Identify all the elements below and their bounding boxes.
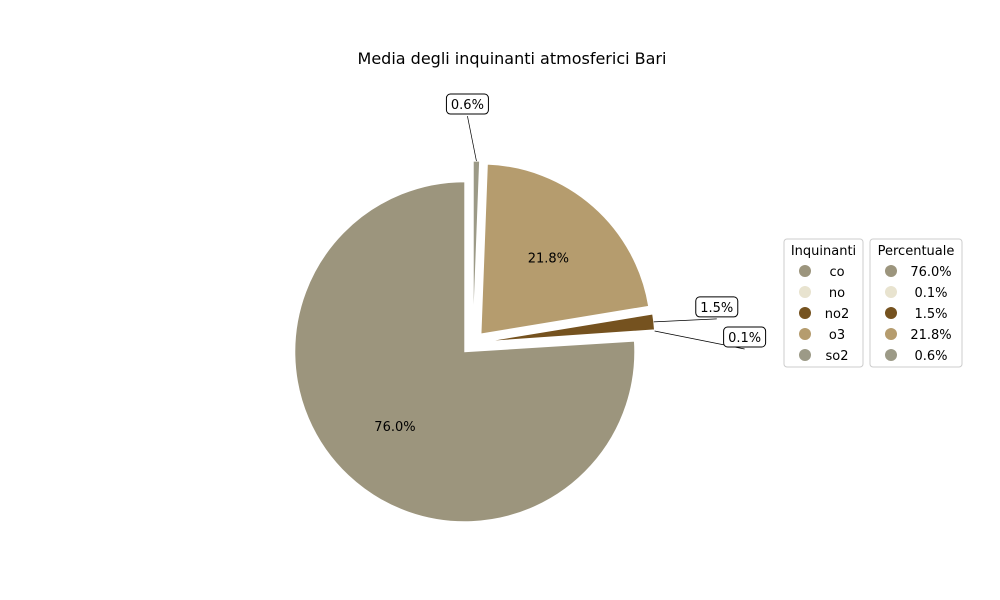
callout-label-no: 0.1% bbox=[728, 331, 761, 346]
legend-marker bbox=[799, 328, 811, 340]
callout-label-no2: 1.5% bbox=[700, 301, 733, 316]
callout-box-no bbox=[723, 326, 767, 348]
legend-entry: so2 bbox=[826, 349, 849, 364]
legend-marker bbox=[799, 307, 811, 319]
legend-entry: 76.0% bbox=[910, 265, 951, 280]
legend-entry: 21.8% bbox=[910, 328, 951, 343]
legend-entry: no bbox=[829, 286, 845, 301]
callout-box-no2 bbox=[695, 296, 739, 318]
legend-marker bbox=[799, 265, 811, 277]
callout-line-no2 bbox=[653, 318, 717, 323]
legend-entry: o3 bbox=[829, 328, 845, 343]
labels-layer: 76.0% 0.1% 1.5% 21.8% 0.6% bbox=[374, 93, 767, 435]
legend-title-2: Percentuale bbox=[878, 244, 955, 259]
pie-slice-no bbox=[484, 329, 656, 343]
pie-slice-o3 bbox=[480, 163, 650, 335]
callout-label-so2: 0.6% bbox=[451, 98, 484, 113]
pie-slice-so2 bbox=[472, 160, 481, 332]
chart-title: Media degli inquinanti atmosferici Bari bbox=[358, 49, 667, 68]
legend-title-1: Inquinanti bbox=[791, 244, 856, 259]
legend-layer: Inquinanti co no no2 o3 so2 Percentuale 76.0% 0.… bbox=[783, 238, 963, 368]
legend-marker bbox=[885, 307, 897, 319]
legend-entry: 1.5% bbox=[914, 307, 947, 322]
legend-entry: co bbox=[829, 265, 844, 280]
legend-marker bbox=[885, 265, 897, 277]
legend-marker bbox=[885, 286, 897, 298]
slice-label-o3: 21.8% bbox=[528, 251, 569, 266]
legend-entry: no2 bbox=[825, 307, 849, 322]
callout-line-so2 bbox=[467, 115, 477, 162]
legend-marker bbox=[885, 349, 897, 361]
legend-entry: 0.1% bbox=[914, 286, 947, 301]
legend-entry: 0.6% bbox=[914, 349, 947, 364]
legend-marker bbox=[799, 349, 811, 361]
legend-marker bbox=[799, 286, 811, 298]
callout-box-so2 bbox=[445, 93, 489, 115]
pie-slice-co bbox=[294, 181, 636, 523]
slice-label-co: 76.0% bbox=[374, 420, 415, 435]
slices-layer bbox=[294, 160, 656, 523]
legend-marker bbox=[885, 328, 897, 340]
